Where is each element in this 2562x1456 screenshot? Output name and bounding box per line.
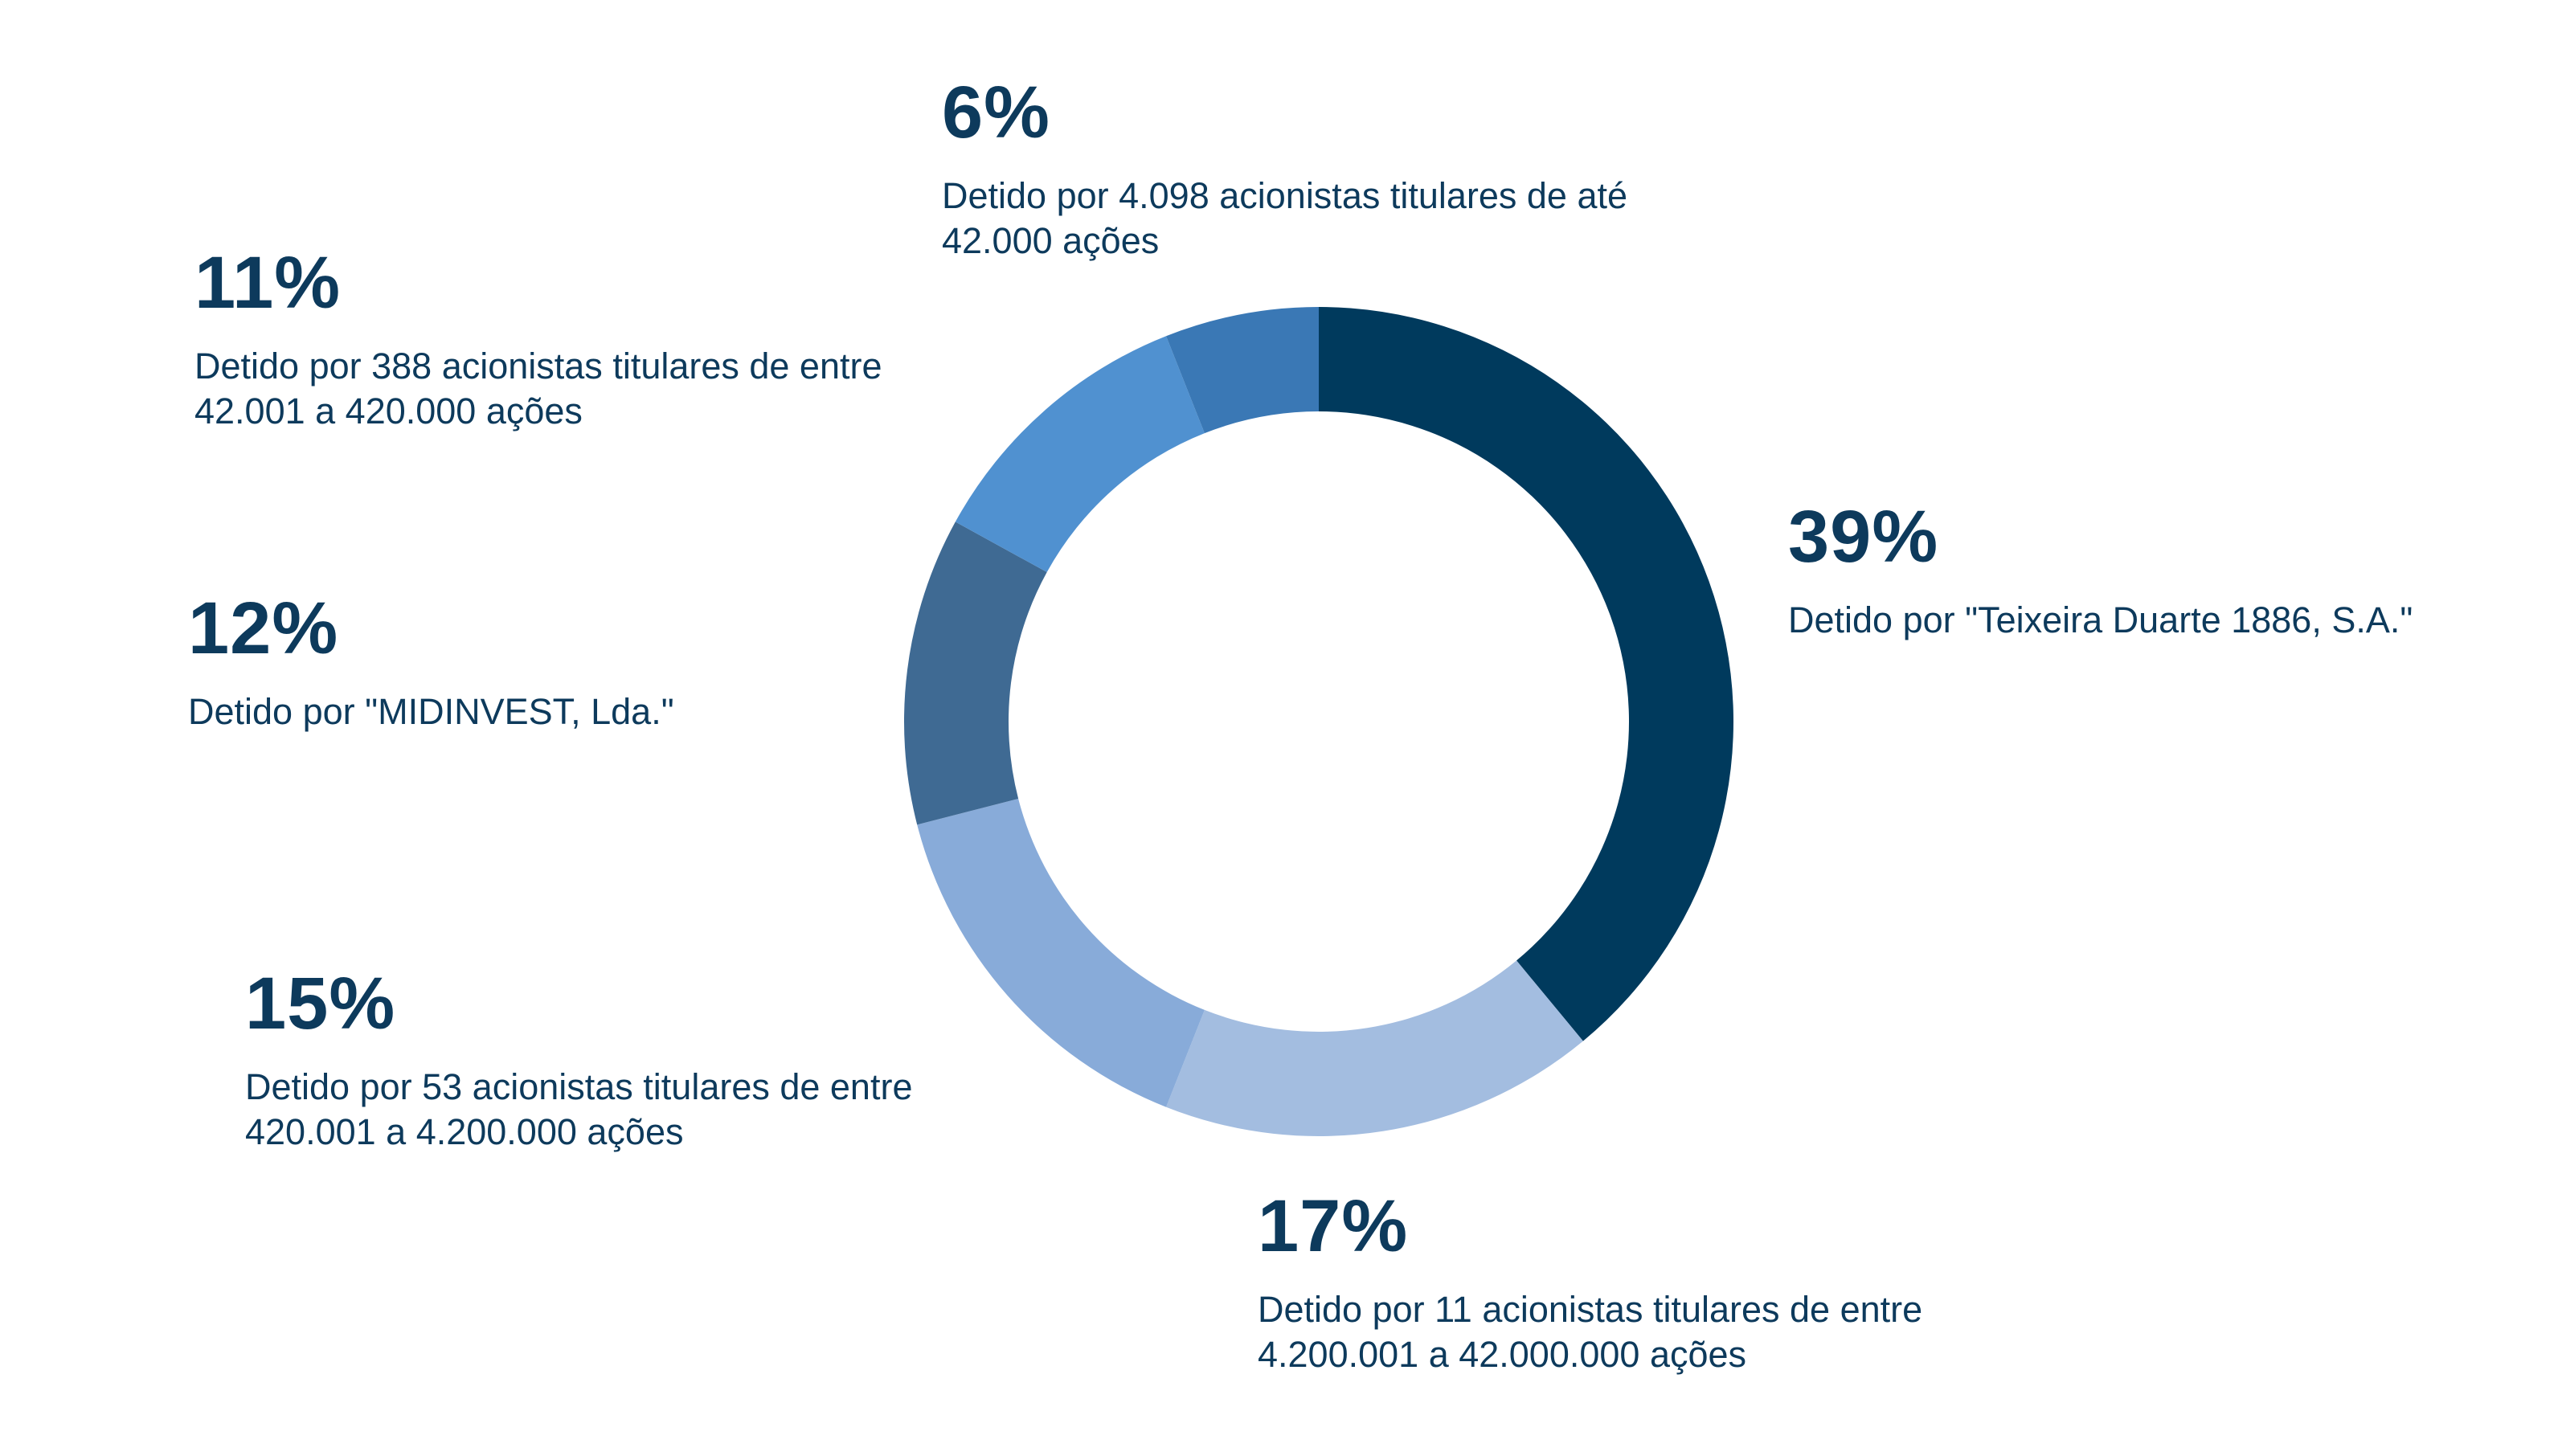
slice-label-midinvest: 12% Detido por "MIDINVEST, Lda." [188, 591, 674, 734]
slice-percent: 11% [194, 242, 342, 324]
slice-description: Detido por 53 acionistas titulares de en… [245, 1066, 913, 1152]
slice-percent: 6% [942, 72, 1050, 153]
slice-label-11-shareholders: 17% Detido por 11 acionistas titulares d… [1258, 1189, 1922, 1377]
donut-slice-39-percent [1319, 307, 1733, 1041]
slice-description: Detido por 4.098 acionistas titulares de… [942, 175, 1628, 261]
slice-description: Detido por "Teixeira Duarte 1886, S.A." [1788, 599, 2413, 640]
donut-slice-15-percent [917, 798, 1205, 1107]
slice-label-53-shareholders: 15% Detido por 53 acionistas titulares d… [245, 967, 912, 1155]
slice-description: Detido por 388 acionistas titulares de e… [194, 346, 882, 431]
slice-percent: 12% [188, 587, 339, 669]
donut-slice-12-percent [904, 521, 1047, 825]
slice-percent: 15% [245, 963, 396, 1045]
donut-slice-11-percent [955, 336, 1205, 573]
slice-percent: 39% [1788, 496, 1939, 578]
slice-label-388-shareholders: 11% Detido por 388 acionistas titulares … [194, 246, 882, 434]
donut-slice-6-percent [1166, 307, 1319, 434]
slice-description: Detido por "MIDINVEST, Lda." [188, 691, 674, 732]
donut-slice-17-percent [1166, 960, 1583, 1136]
slice-label-teixeira-duarte: 39% Detido por "Teixeira Duarte 1886, S.… [1788, 500, 2413, 643]
slice-percent: 17% [1258, 1185, 1409, 1267]
slice-label-4098-shareholders: 6% Detido por 4.098 acionistas titulares… [942, 76, 1627, 264]
slice-description: Detido por 11 acionistas titulares de en… [1258, 1289, 1923, 1375]
